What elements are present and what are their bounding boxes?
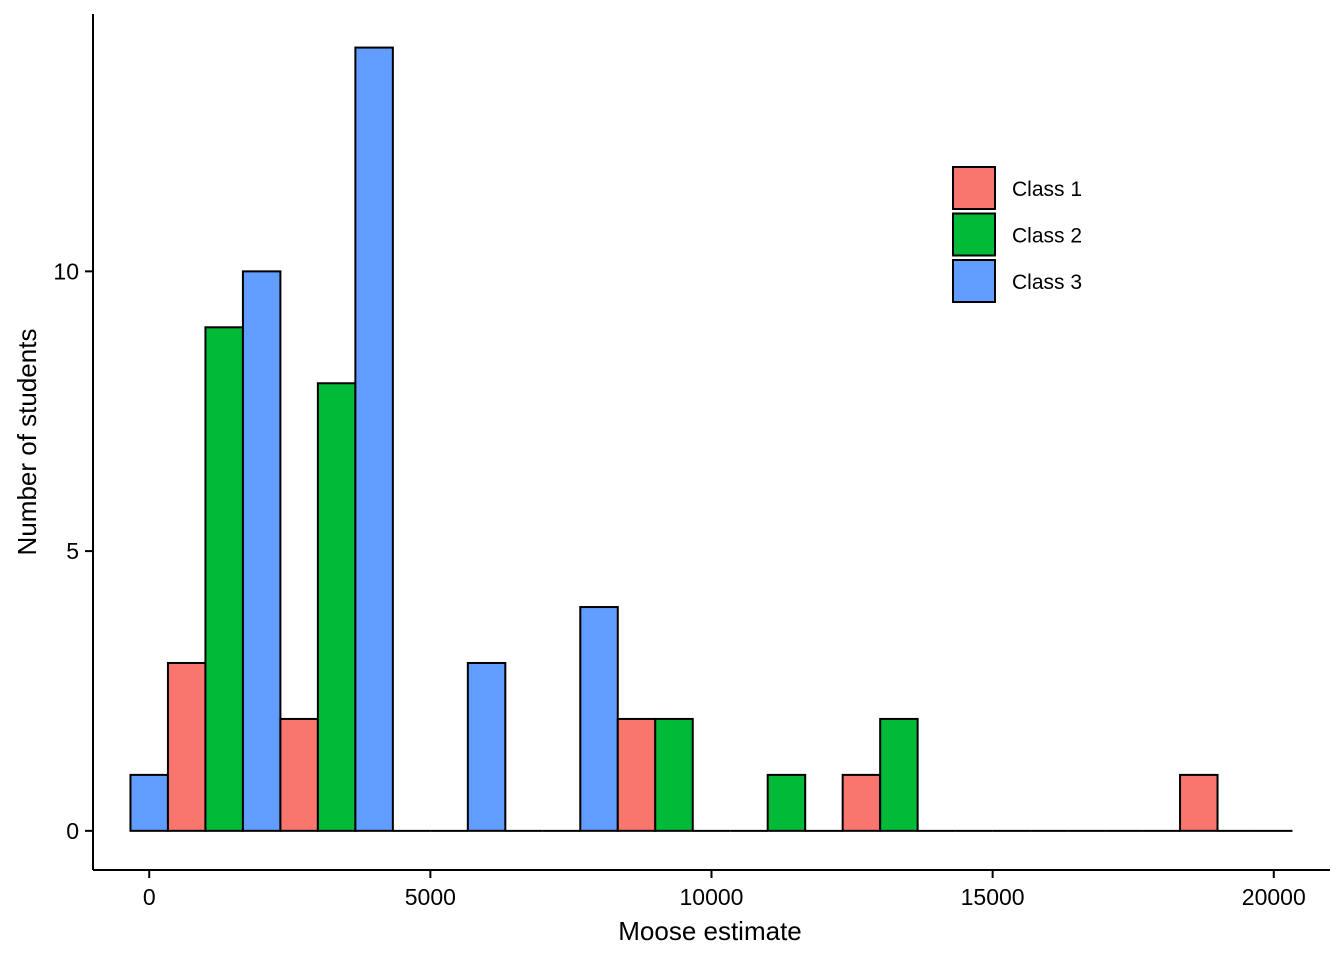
- bar-class-1: [279, 717, 319, 832]
- bars-layer: [129, 46, 1293, 832]
- legend-label: Class 2: [1012, 225, 1082, 248]
- legend-key-class-2: [952, 212, 996, 257]
- y-tick-label: 5: [66, 538, 79, 564]
- bar-class-1: [1179, 773, 1219, 832]
- legend-key-class-3: [952, 259, 996, 303]
- x-tick-label: 15000: [961, 884, 1025, 910]
- y-axis-title: Number of students: [12, 329, 42, 556]
- y-tick-label: 10: [53, 258, 79, 284]
- x-tick-label: 20000: [1242, 884, 1306, 910]
- x-axis-title: Moose estimate: [618, 916, 802, 946]
- y-tick-label: 0: [66, 818, 79, 844]
- bar-class-1: [616, 717, 657, 832]
- legend: Class 1 Class 2 Class 3: [952, 166, 1082, 303]
- bar-class-2: [766, 773, 807, 832]
- bar-class-1: [166, 661, 207, 832]
- legend-key-class-1: [952, 166, 996, 210]
- bar-class-3: [354, 46, 394, 832]
- bar-class-3: [129, 773, 169, 832]
- bar-class-2: [316, 382, 357, 832]
- bar-class-2: [654, 717, 694, 832]
- bar-class-2: [879, 717, 919, 832]
- ticks-layer: 0 5000 10000 15000 20000 0 5 10: [53, 258, 1305, 910]
- x-tick-label: 0: [143, 884, 156, 910]
- legend-label: Class 3: [1012, 271, 1082, 294]
- legend-label: Class 1: [1012, 178, 1082, 201]
- bar-class-3: [241, 270, 282, 832]
- bar-class-3: [466, 661, 507, 832]
- bar-class-2: [204, 326, 244, 832]
- x-tick-label: 5000: [405, 884, 456, 910]
- bar-class-3: [579, 606, 619, 832]
- x-tick-label: 10000: [680, 884, 744, 910]
- bar-class-1: [841, 773, 882, 832]
